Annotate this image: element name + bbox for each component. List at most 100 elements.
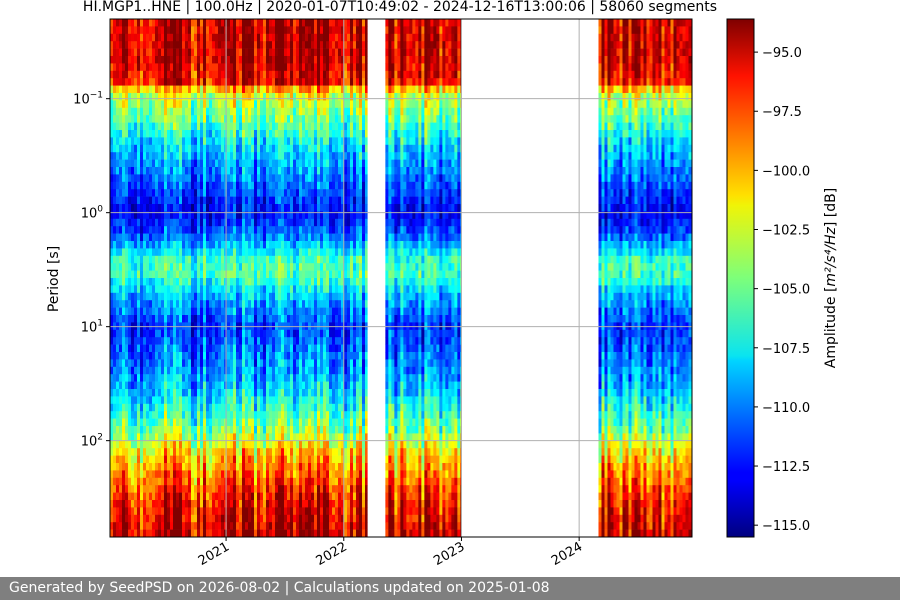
heatmap-cell xyxy=(203,359,207,368)
heatmap-cell xyxy=(296,85,300,94)
heatmap-cell xyxy=(197,278,201,286)
heatmap-cell xyxy=(251,152,255,160)
heatmap-cell xyxy=(221,248,225,257)
heatmap-cell xyxy=(290,403,294,412)
heatmap-cell xyxy=(251,93,255,101)
heatmap-cell xyxy=(131,152,135,160)
heatmap-cell xyxy=(236,396,240,405)
heatmap-cell xyxy=(218,403,222,412)
heatmap-cell xyxy=(143,352,147,360)
heatmap-cell xyxy=(122,477,126,486)
heatmap-cell xyxy=(290,529,294,537)
heatmap-cell xyxy=(194,78,198,86)
heatmap-cell xyxy=(227,122,231,131)
heatmap-cell xyxy=(221,78,225,86)
heatmap-cell xyxy=(293,144,297,153)
heatmap-cell xyxy=(299,255,303,264)
heatmap-cell xyxy=(272,196,276,205)
heatmap-cell xyxy=(110,315,114,323)
heatmap-cell xyxy=(266,218,270,227)
heatmap-cell xyxy=(272,440,276,449)
heatmap-cell xyxy=(293,130,297,138)
heatmap-cell xyxy=(239,529,243,537)
heatmap-cell xyxy=(320,255,324,264)
heatmap-cell xyxy=(206,315,210,323)
heatmap-cell xyxy=(143,344,147,353)
heatmap-cell xyxy=(221,337,225,345)
heatmap-cell xyxy=(176,278,180,286)
heatmap-cell xyxy=(191,255,195,264)
heatmap-cell xyxy=(119,389,123,397)
heatmap-cell xyxy=(311,463,315,471)
heatmap-cell xyxy=(152,78,156,86)
heatmap-cell xyxy=(113,93,117,101)
heatmap-cell xyxy=(188,174,192,183)
heatmap-cell xyxy=(311,374,315,382)
heatmap-cell xyxy=(257,396,261,405)
heatmap-cell xyxy=(293,366,297,375)
heatmap-cell xyxy=(287,122,291,131)
heatmap-cell xyxy=(317,226,321,234)
heatmap-cell xyxy=(116,263,120,271)
heatmap-cell xyxy=(158,19,162,27)
heatmap-cell xyxy=(194,426,198,434)
heatmap-cell xyxy=(131,514,135,523)
heatmap-cell xyxy=(122,500,126,508)
heatmap-cell xyxy=(209,41,213,49)
heatmap-cell xyxy=(110,218,114,227)
heatmap-cell xyxy=(266,48,270,57)
heatmap-cell xyxy=(185,396,189,405)
heatmap-cell xyxy=(203,218,207,227)
heatmap-cell xyxy=(218,218,222,227)
heatmap-cell xyxy=(287,477,291,486)
heatmap-cell xyxy=(287,337,291,345)
heatmap-cell xyxy=(230,440,234,449)
heatmap-cell xyxy=(143,396,147,405)
heatmap-cell xyxy=(233,292,237,301)
heatmap-cell xyxy=(299,285,303,294)
heatmap-cell xyxy=(311,485,315,493)
heatmap-cell xyxy=(131,522,135,530)
heatmap-cell xyxy=(110,300,114,308)
heatmap-cell xyxy=(206,241,210,249)
heatmap-cell xyxy=(185,522,189,530)
heatmap-cell xyxy=(215,307,219,316)
heatmap-cell xyxy=(305,181,309,190)
heatmap-cell xyxy=(119,122,123,131)
heatmap-cell xyxy=(320,470,324,479)
heatmap-cell xyxy=(173,522,177,530)
heatmap-cell xyxy=(278,315,282,323)
heatmap-cell xyxy=(233,107,237,116)
heatmap-cell xyxy=(200,411,204,419)
heatmap-cell xyxy=(305,33,309,42)
heatmap-cell xyxy=(278,211,282,220)
heatmap-cell xyxy=(134,485,138,493)
heatmap-cell xyxy=(167,226,171,234)
heatmap-cell xyxy=(158,329,162,338)
heatmap-cell xyxy=(110,455,114,464)
heatmap-cell xyxy=(182,389,186,397)
heatmap-cell xyxy=(179,315,183,323)
heatmap-cell xyxy=(257,418,261,427)
heatmap-cell xyxy=(182,26,186,35)
heatmap-cell xyxy=(308,196,312,205)
heatmap-cell xyxy=(284,337,288,345)
heatmap-cell xyxy=(167,204,171,212)
heatmap-cell xyxy=(185,85,189,94)
heatmap-cell xyxy=(188,292,192,301)
heatmap-cell xyxy=(188,196,192,205)
heatmap-cell xyxy=(263,396,267,405)
heatmap-cell xyxy=(230,189,234,197)
heatmap-cell xyxy=(140,159,144,168)
heatmap-cell xyxy=(122,211,126,220)
heatmap-cell xyxy=(185,78,189,86)
heatmap-cell xyxy=(263,48,267,57)
heatmap-cell xyxy=(320,396,324,405)
heatmap-cell xyxy=(209,507,213,516)
heatmap-cell xyxy=(230,396,234,405)
heatmap-cell xyxy=(173,196,177,205)
heatmap-cell xyxy=(200,56,204,64)
heatmap-cell xyxy=(197,26,201,35)
heatmap-cell xyxy=(314,78,318,86)
heatmap-cell xyxy=(305,352,309,360)
